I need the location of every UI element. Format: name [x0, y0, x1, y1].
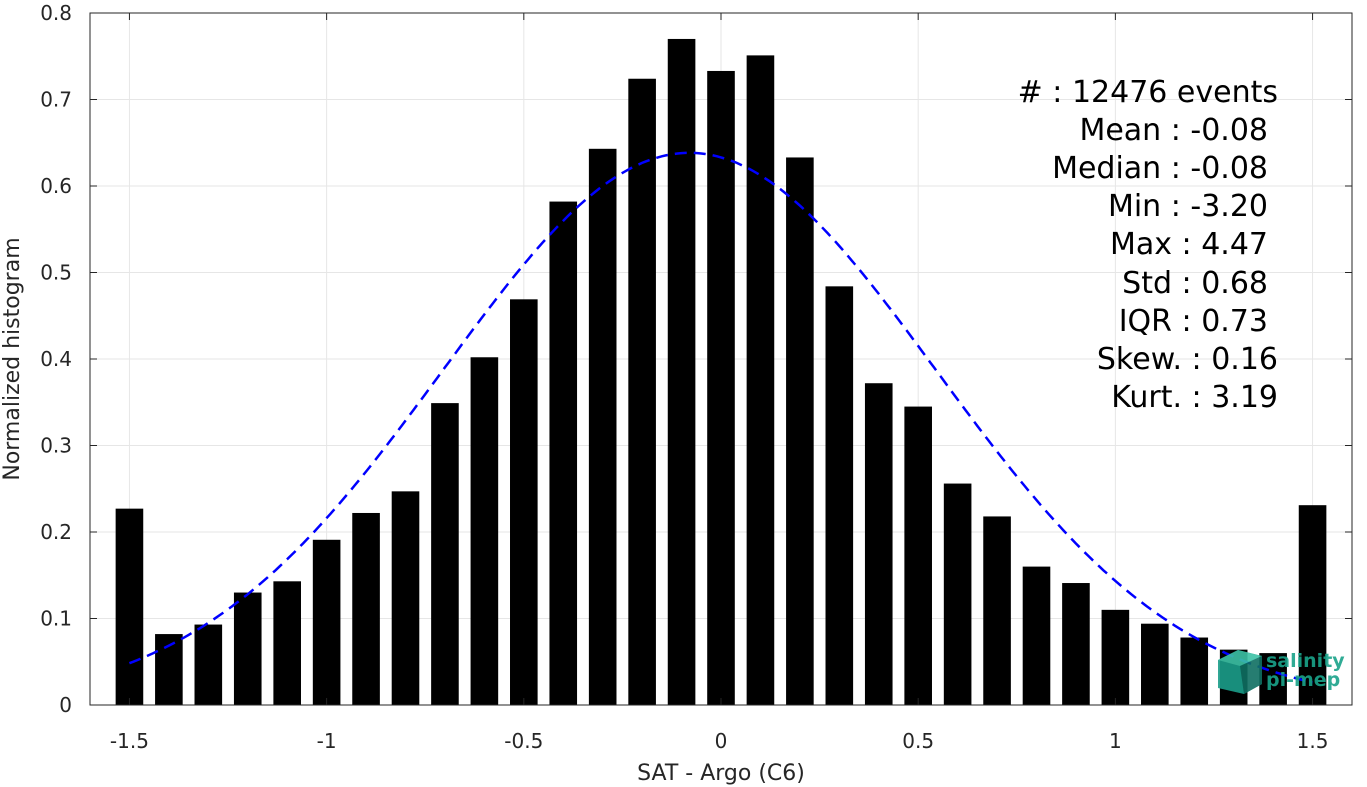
stats-box: # : 12476 events Mean : -0.08 Median : -… — [1018, 75, 1278, 415]
histogram-bar — [1141, 623, 1169, 705]
normal-fit-curve — [128, 151, 1313, 684]
stats-max: Max : 4.47 — [1110, 227, 1268, 262]
histogram-bar — [1022, 566, 1051, 705]
x-tick-label: 0.5 — [902, 729, 934, 753]
stats-min: Min : -3.20 — [1108, 189, 1268, 224]
histogram-bar — [707, 70, 735, 705]
stats-skew: Skew. : 0.16 — [1097, 342, 1278, 377]
y-tick-label: 0.6 — [40, 174, 72, 198]
histogram-bar — [825, 286, 854, 705]
histogram-bar — [273, 581, 301, 705]
y-tick-label: 0.7 — [40, 88, 72, 112]
histogram-bars — [115, 38, 1327, 706]
histogram-bar — [746, 55, 775, 705]
histogram-bar — [1180, 637, 1209, 705]
histogram-bar — [233, 592, 262, 705]
histogram-bar — [1298, 505, 1327, 705]
x-tick-label: -0.5 — [504, 729, 543, 753]
histogram-bar — [786, 157, 814, 705]
y-tick-label: 0.1 — [40, 607, 72, 631]
stats-kurt: Kurt. : 3.19 — [1111, 380, 1278, 415]
x-axis-label: SAT - Argo (C6) — [637, 761, 805, 786]
histogram-bar — [431, 403, 459, 705]
histogram-bar — [904, 406, 932, 705]
y-tick-label: 0.2 — [40, 520, 72, 544]
stats-events: # : 12476 events — [1018, 75, 1278, 110]
histogram-bar — [943, 483, 972, 705]
histogram-bar — [510, 299, 538, 705]
y-tick-label: 0 — [59, 693, 72, 717]
y-tick-label: 0.4 — [40, 347, 72, 371]
histogram-bar — [628, 78, 656, 706]
histogram-bar — [391, 491, 420, 705]
stats-iqr: IQR : 0.73 — [1119, 304, 1268, 339]
histogram-bar — [470, 357, 499, 705]
histogram-bar — [549, 201, 578, 705]
x-tick-label: -1 — [317, 729, 337, 753]
histogram-bar — [1062, 583, 1090, 705]
y-tick-label: 0.3 — [40, 434, 72, 458]
salinity-pimep-logo: salinity pi-mep — [1218, 650, 1345, 694]
x-axis-ticks: -1.5 -1 -0.5 0 0.5 1 1.5 — [110, 13, 1329, 753]
histogram-bar — [194, 624, 223, 705]
x-tick-label: 1.5 — [1297, 729, 1329, 753]
histogram-bar — [1259, 653, 1287, 705]
histogram-bar — [588, 148, 617, 705]
x-tick-label: 0 — [715, 729, 728, 753]
y-tick-label: 0.8 — [40, 1, 72, 25]
histogram-bar — [864, 383, 893, 705]
y-tick-label: 0.5 — [40, 261, 72, 285]
stats-std: Std : 0.68 — [1122, 266, 1268, 301]
stats-median: Median : -0.08 — [1052, 151, 1268, 186]
histogram-bar — [667, 38, 696, 705]
logo-text-line2: pi-mep — [1266, 669, 1340, 691]
histogram-bar — [312, 539, 341, 705]
x-tick-label: 1 — [1109, 729, 1122, 753]
y-axis-label: Normalized histogram — [0, 237, 25, 480]
stats-mean: Mean : -0.08 — [1079, 113, 1268, 148]
histogram-bar — [352, 512, 380, 705]
y-axis-ticks: 0 0.1 0.2 0.3 0.4 0.5 0.6 0.7 0.8 — [40, 1, 1352, 717]
histogram-bar — [983, 516, 1011, 705]
x-tick-label: -1.5 — [110, 729, 149, 753]
logo-text-line1: salinity — [1266, 650, 1345, 672]
histogram-bar — [115, 508, 144, 705]
histogram-bar — [1101, 609, 1130, 705]
